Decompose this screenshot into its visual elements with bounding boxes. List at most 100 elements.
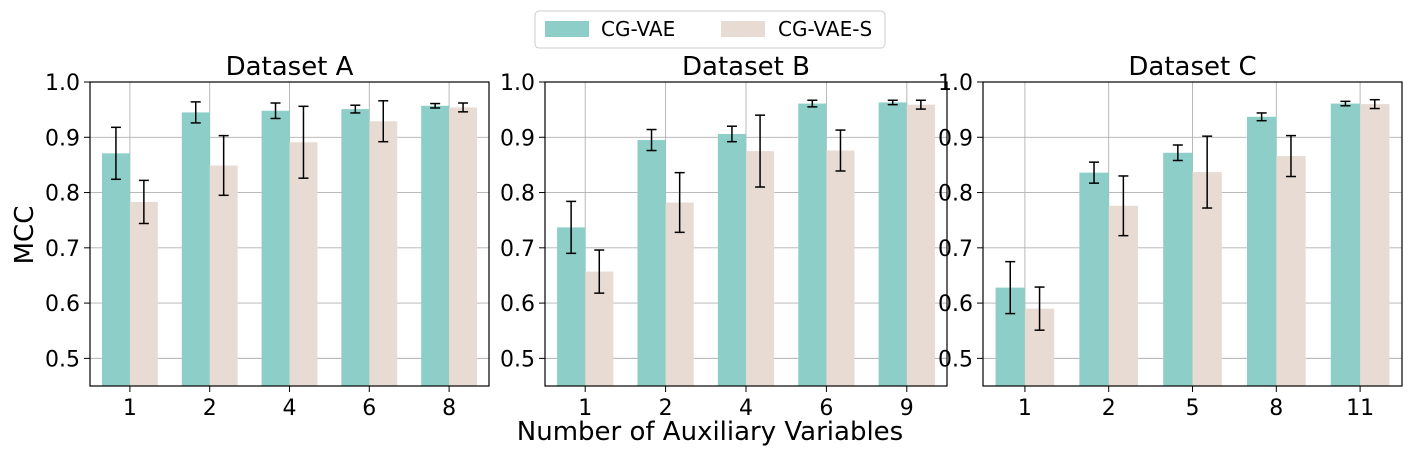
x-tick-label-1: 1 (123, 396, 137, 421)
bar-cg-vae-s-8 (1276, 156, 1306, 386)
subplot-title: Dataset C (1128, 52, 1256, 82)
error-bar-cg-vae-4 (726, 125, 737, 143)
bar-cg-vae-2 (637, 140, 666, 386)
subplot-dataset-b: 0.5 0.6 0.7 0.8 0.9 1.0 1 2 4 6 9 Dataset B (500, 52, 948, 421)
legend-swatch-cg-vae-s (721, 21, 765, 37)
y-tick-label-0-7: 0.7 (500, 237, 535, 262)
y-tick-label-0-8: 0.8 (938, 182, 973, 207)
x-tick-label-2: 2 (1102, 396, 1116, 421)
x-tick-label-2: 2 (659, 396, 673, 421)
bar-cg-vae-s-6 (369, 121, 398, 386)
axes-frame (89, 81, 490, 387)
legend-swatch-cg-vae (545, 21, 589, 37)
bar-cg-vae-s-4 (746, 151, 775, 386)
bar-cg-vae-8 (1246, 116, 1277, 387)
error-bar-cg-vae-2 (646, 128, 657, 152)
y-tick-label-0-9: 0.9 (500, 126, 535, 151)
error-bar-cg-vae-8 (1256, 112, 1267, 122)
bar-cg-vae-9 (878, 102, 907, 386)
error-bar-cg-vae-1 (110, 126, 121, 181)
y-tick-label-0-9: 0.9 (45, 126, 80, 151)
x-tick-label-9: 9 (900, 396, 914, 421)
error-bar-cg-vae-s-6 (835, 129, 846, 172)
bar-cg-vae-s-6 (826, 150, 855, 386)
bar-cg-vae-2 (181, 112, 210, 387)
error-bar-cg-vae-4 (270, 102, 281, 120)
y-tick-label-0-8: 0.8 (500, 182, 535, 207)
bar-cg-vae-8 (421, 105, 450, 386)
x-tick-label-1: 1 (578, 396, 592, 421)
error-bar-cg-vae-s-8 (458, 102, 469, 113)
bar-cg-vae-s-1 (129, 201, 158, 386)
y-tick-label-0-9: 0.9 (938, 126, 973, 151)
x-tick-label-4: 4 (739, 396, 753, 421)
error-bar-cg-vae-5 (1172, 144, 1183, 162)
error-bar-cg-vae-6 (350, 104, 361, 114)
error-bar-cg-vae-6 (807, 99, 818, 108)
bar-cg-vae-6 (341, 109, 370, 387)
error-bar-cg-vae-2 (1089, 161, 1100, 184)
error-bar-cg-vae-1 (566, 200, 577, 255)
y-tick-label-0-5: 0.5 (938, 347, 973, 372)
y-tick-label-1-0: 1.0 (938, 71, 973, 96)
bar-cg-vae-s-11 (1360, 104, 1390, 386)
bar-cg-vae-1 (101, 153, 130, 386)
y-tick-label-1-0: 1.0 (500, 71, 535, 96)
y-axis-label: MCC (10, 206, 40, 265)
x-axis-label: Number of Auxiliary Variables (517, 417, 903, 447)
error-bar-cg-vae-2 (190, 101, 201, 124)
y-tick-label-1-0: 1.0 (45, 71, 80, 96)
x-tick-label-2: 2 (203, 396, 217, 421)
error-bar-cg-vae-s-2 (1118, 175, 1129, 237)
subplot-title: Dataset A (226, 52, 354, 82)
error-bar-cg-vae-s-4 (755, 114, 766, 188)
y-tick-label-0-6: 0.6 (45, 292, 80, 317)
axes-frame (544, 81, 948, 387)
error-bar-cg-vae-s-8 (1285, 134, 1296, 178)
y-tick-label-0-7: 0.7 (938, 237, 973, 262)
error-bar-cg-vae-s-11 (1369, 98, 1380, 110)
error-bar-cg-vae-s-2 (218, 134, 229, 197)
error-bar-cg-vae-s-9 (915, 99, 926, 110)
error-bar-cg-vae-s-5 (1202, 135, 1213, 209)
axes-frame (982, 81, 1403, 387)
bar-cg-vae-4 (261, 110, 290, 386)
bar-cg-vae-s-8 (449, 107, 478, 387)
subplot-title: Dataset B (682, 52, 810, 82)
subplot-dataset-a: 0.5 0.6 0.7 0.8 0.9 1.0 1 2 4 6 8 Dataset A (45, 52, 490, 421)
bar-cg-vae-s-4 (289, 142, 318, 386)
y-tick-label-0-5: 0.5 (500, 347, 535, 372)
error-bar-cg-vae-s-6 (378, 100, 389, 143)
bar-cg-vae-5 (1163, 152, 1193, 386)
error-bar-cg-vae-1 (1005, 260, 1016, 315)
legend-frame (534, 10, 886, 49)
y-tick-label-0-7: 0.7 (45, 237, 80, 262)
subplot-dataset-c: 0.5 0.6 0.7 0.8 0.9 1.0 1 2 5 8 11 Dataset C (938, 52, 1403, 421)
error-bar-cg-vae-s-2 (674, 171, 685, 234)
bar-cg-vae-4 (717, 133, 746, 386)
error-bar-cg-vae-11 (1340, 100, 1351, 107)
x-tick-label-1: 1 (1018, 396, 1032, 421)
legend-label-cg-vae: CG-VAE (601, 17, 675, 41)
x-tick-label-5: 5 (1186, 396, 1200, 421)
y-tick-label-0-5: 0.5 (45, 347, 80, 372)
y-tick-label-0-6: 0.6 (500, 292, 535, 317)
bar-cg-vae-6 (798, 103, 827, 386)
bar-cg-vae-2 (1079, 172, 1109, 386)
error-bar-cg-vae-s-1 (594, 249, 605, 294)
x-tick-label-4: 4 (283, 396, 297, 421)
bar-cg-vae-11 (1330, 103, 1361, 386)
legend-label-cg-vae-s: CG-VAE-S (778, 17, 872, 41)
error-bar-cg-vae-s-1 (138, 179, 149, 225)
y-tick-label-0-8: 0.8 (45, 182, 80, 207)
error-bar-cg-vae-s-4 (298, 105, 309, 179)
error-bar-cg-vae-8 (430, 102, 441, 109)
x-tick-label-8: 8 (1269, 396, 1283, 421)
legend: CG-VAE CG-VAE-S (534, 10, 886, 49)
y-tick-label-0-6: 0.6 (938, 292, 973, 317)
error-bar-cg-vae-9 (887, 99, 898, 106)
x-tick-label-6: 6 (362, 396, 376, 421)
x-tick-label-6: 6 (819, 396, 833, 421)
bar-cg-vae-s-9 (906, 104, 935, 387)
